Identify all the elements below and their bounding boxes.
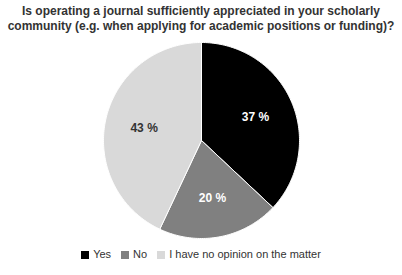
html-text:I have no opinion on the matte: I have no opinion on the matter bbox=[169, 248, 321, 260]
svg-text:43 %: 43 % bbox=[130, 121, 158, 135]
html-text:Yes: Yes bbox=[93, 248, 112, 260]
svg-text:20 %: 20 % bbox=[199, 191, 227, 205]
html-text:Is operating a journal suffici: Is operating a journal sufficiently appr… bbox=[7, 4, 395, 33]
html-text:No: No bbox=[133, 248, 148, 260]
svg-text:37 %: 37 % bbox=[242, 110, 270, 124]
